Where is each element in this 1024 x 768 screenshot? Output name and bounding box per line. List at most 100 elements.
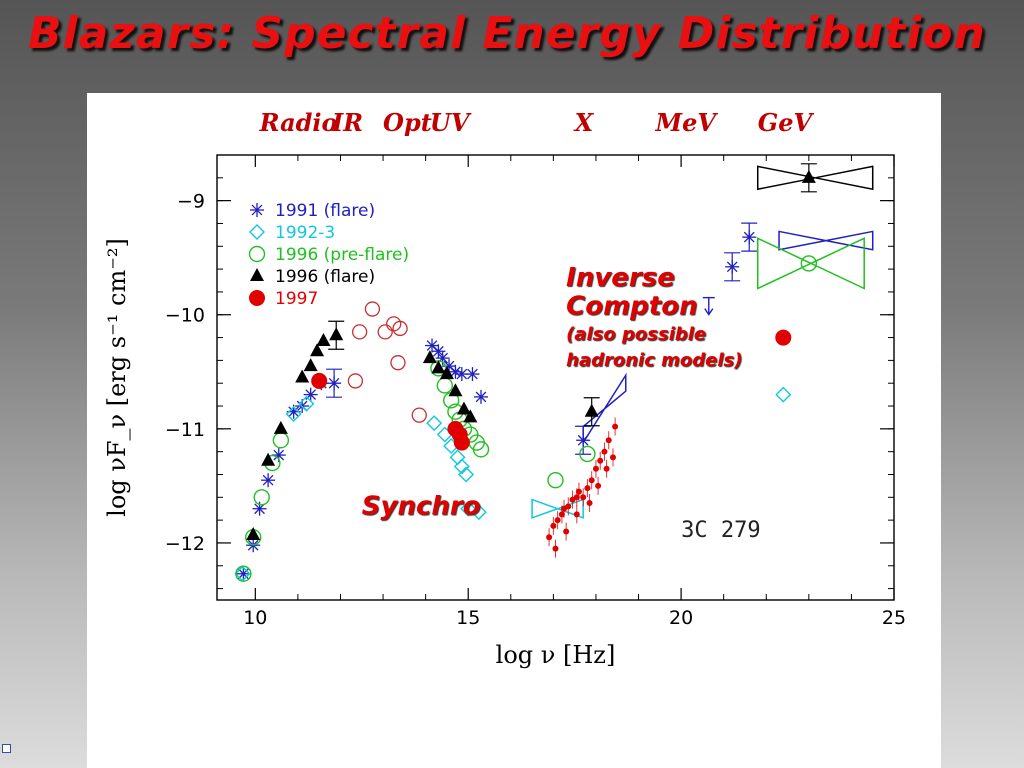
data-point [311,372,328,389]
annotation: Inverse [566,263,675,293]
marker-shape [448,383,463,397]
bowtie-right [815,165,874,191]
marker-shape [449,449,466,466]
data-point [295,369,310,383]
data-point [601,448,608,455]
data-point [579,445,596,463]
data-point [454,367,469,382]
marker-shape [316,332,331,346]
marker-shape [392,320,408,337]
data-point [303,387,318,402]
data-point [449,449,466,466]
marker-shape [563,528,570,535]
data-point [565,503,572,510]
marker-shape [453,458,470,475]
marker-shape [250,268,264,281]
data-point [261,473,276,488]
marker-shape [426,415,443,432]
data-point [554,517,561,524]
marker-shape [390,355,406,371]
marker-shape [588,477,595,484]
annotation: (also possible [566,324,706,345]
marker-shape [801,169,816,183]
upper-limit-arrow [704,308,714,316]
marker-shape [800,255,818,272]
legend-marker [250,203,264,217]
legend-label: 1996 (flare) [275,267,375,287]
marker-shape [597,457,604,464]
data-point [470,504,487,521]
marker-shape [377,324,393,340]
marker-shape [436,377,453,394]
data-point [235,565,252,582]
marker-shape [592,465,599,472]
marker-shape [550,522,557,529]
data-point [458,466,475,483]
marker-shape [609,454,616,461]
data-point [285,406,302,423]
slide-nav-marker[interactable] [2,744,11,753]
data-point [246,526,261,540]
legend-label: 1991 (flare) [275,201,375,221]
marker-shape [311,372,328,389]
data-point [575,488,582,495]
marker-shape [453,434,470,451]
marker-shape [460,500,477,517]
marker-shape [472,441,490,458]
annotation: hadronic models) [566,350,742,371]
data-point [801,169,816,183]
data-point [725,259,740,274]
data-point [390,355,406,371]
data-point [605,437,612,444]
data-point [609,454,616,461]
marker-shape [547,471,564,489]
data-point [580,494,587,501]
data-point [775,386,792,403]
data-point [261,452,276,466]
data-point [453,458,470,475]
marker-shape [558,511,565,518]
data-point [595,482,602,489]
annotation: 3C 279 [681,518,760,543]
marker-shape [298,395,315,412]
annotation: Compton [566,292,697,322]
marker-shape [351,324,368,340]
data-point [253,489,270,506]
marker-shape [458,466,475,483]
bowtie-left [531,498,560,519]
data-point [472,441,490,458]
legend-label: 1996 (pre-flare) [275,245,409,265]
marker-shape [303,358,318,372]
bowtie-left [756,237,813,290]
data-point [310,343,325,357]
data-point [392,320,408,337]
band-label: UV [430,108,472,137]
marker-shape [295,369,310,383]
data-point [546,534,553,541]
y-tick-label: −9 [177,191,205,213]
marker-shape [261,452,276,466]
marker-shape [411,407,427,423]
marker-shape [470,504,487,521]
marker-shape [285,406,302,423]
data-point [426,415,443,432]
bowtie-right [603,372,627,410]
data-point [329,327,344,341]
data-point [272,432,290,449]
marker-shape [580,494,587,501]
marker-shape [456,401,471,415]
marker-shape [272,432,290,449]
data-point [592,465,599,472]
data-point [775,329,792,346]
annotation: Synchro [362,491,481,521]
marker-shape [552,545,559,552]
marker-shape [463,409,478,423]
data-point [411,407,427,423]
marker-shape [546,534,553,541]
band-label: Opt [383,108,432,137]
data-point [463,409,478,423]
series-1 [531,498,584,519]
data-point [558,511,565,518]
band-label: X [573,108,595,137]
data-point [351,324,368,340]
